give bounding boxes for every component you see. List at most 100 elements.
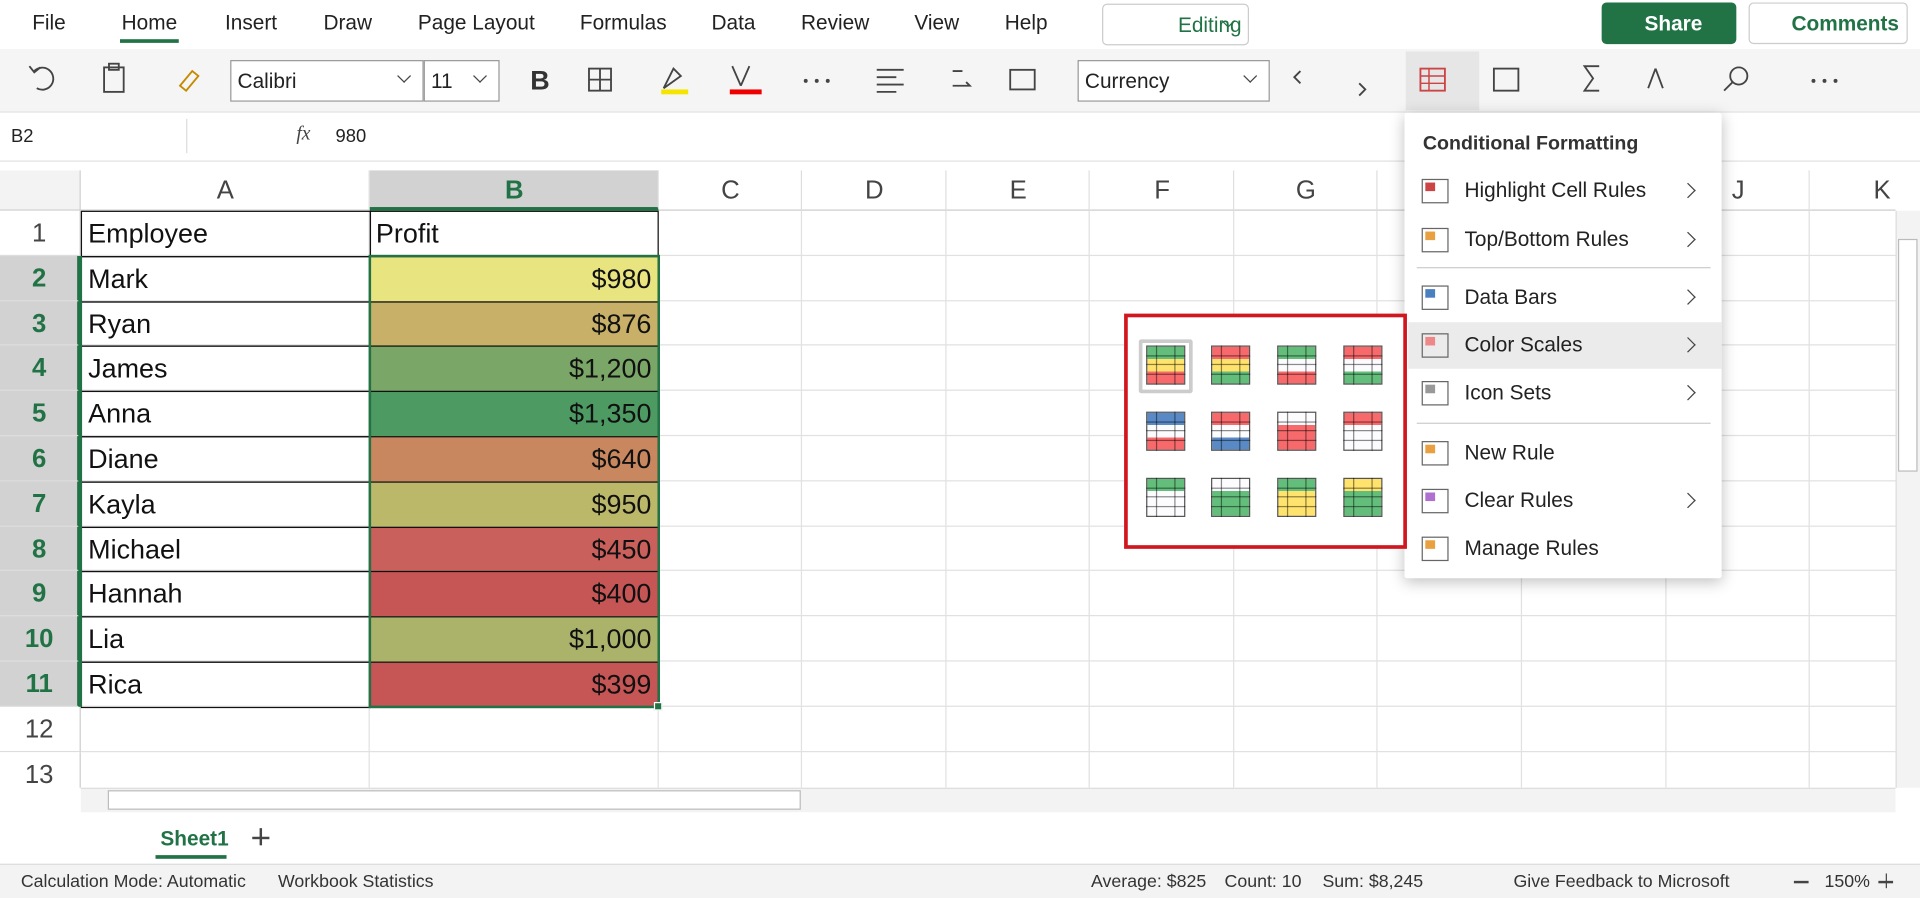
menu-item[interactable]: Top/Bottom Rules bbox=[1464, 227, 1629, 252]
menu-item[interactable]: Manage Rules bbox=[1464, 536, 1599, 560]
column-header bbox=[1089, 170, 1235, 211]
row-label: 13 bbox=[24, 760, 54, 788]
ribbon-tab[interactable]: View bbox=[914, 11, 960, 35]
comments-button[interactable] bbox=[1748, 2, 1908, 45]
cell-fill bbox=[369, 481, 659, 527]
color-scale-option[interactable] bbox=[1146, 477, 1186, 517]
ribbon-tab[interactable]: Draw bbox=[323, 11, 373, 35]
formula-text: 980 bbox=[335, 126, 367, 148]
ribbon-tab[interactable]: Formulas bbox=[579, 11, 667, 35]
row-label: 12 bbox=[24, 715, 54, 744]
grid-line bbox=[80, 479, 1896, 482]
zoom-minus bbox=[1793, 880, 1809, 883]
icon-line bbox=[1343, 505, 1383, 507]
number-format-box[interactable] bbox=[1077, 60, 1270, 102]
font-size-box-text: 11 bbox=[431, 69, 453, 94]
column-header bbox=[369, 170, 659, 211]
color-scale-option[interactable] bbox=[1211, 411, 1251, 451]
menu-separator bbox=[1416, 267, 1711, 269]
menu-item[interactable]: Data Bars bbox=[1464, 285, 1558, 309]
color-scale-option[interactable] bbox=[1277, 411, 1317, 451]
color-scale-option[interactable] bbox=[1211, 345, 1251, 385]
icon-line bbox=[1305, 345, 1307, 385]
ribbon-tab[interactable]: Page Layout bbox=[417, 11, 535, 35]
sheet-tab-underline bbox=[155, 855, 227, 859]
number-format-box-text: Currency bbox=[1084, 69, 1170, 94]
share-button[interactable] bbox=[1601, 2, 1737, 45]
color-scale-option[interactable] bbox=[1146, 411, 1186, 451]
column-header bbox=[80, 170, 370, 211]
cell-text: Michael bbox=[88, 533, 181, 565]
scroll-thumb bbox=[107, 790, 801, 810]
ribbon-tab[interactable]: Data bbox=[711, 11, 756, 35]
icon-line bbox=[1146, 430, 1186, 432]
grid-line bbox=[1808, 210, 1810, 788]
cell-fill bbox=[369, 255, 659, 301]
menu-icon bbox=[1421, 178, 1449, 204]
menu-icon bbox=[1421, 381, 1449, 406]
menu-item[interactable]: Clear Rules bbox=[1464, 488, 1574, 513]
grid-line bbox=[80, 389, 1896, 392]
comments-label: Comments bbox=[1791, 12, 1900, 36]
grid-line bbox=[945, 210, 947, 788]
icon-line bbox=[1220, 477, 1223, 517]
status-text: 150% bbox=[1824, 872, 1870, 892]
ribbon-tab[interactable]: Home bbox=[121, 11, 178, 35]
row-label: 1 bbox=[32, 219, 47, 248]
editing-label: Editing bbox=[1177, 13, 1242, 37]
icon-line bbox=[1239, 477, 1241, 517]
cell-text: Diane bbox=[88, 443, 159, 475]
cell-text: Employee bbox=[88, 218, 208, 249]
font-box[interactable] bbox=[230, 60, 424, 102]
cell-text: $950 bbox=[591, 488, 652, 520]
column-label: K bbox=[1873, 176, 1891, 205]
icon-line bbox=[1220, 411, 1223, 451]
column-label: F bbox=[1154, 176, 1170, 205]
cell-text: Hannah bbox=[88, 578, 183, 610]
row-header bbox=[0, 616, 81, 662]
menu-item[interactable]: Icon Sets bbox=[1464, 381, 1552, 405]
sheet-tab[interactable]: Sheet1 bbox=[160, 826, 229, 851]
selection bbox=[368, 254, 661, 708]
selected-scale bbox=[1138, 339, 1193, 394]
color-scale-option[interactable] bbox=[1211, 477, 1251, 517]
ribbon-tab[interactable]: Help bbox=[1004, 11, 1048, 35]
status-text: Sum: $8,245 bbox=[1322, 872, 1424, 892]
icon-line bbox=[1343, 439, 1383, 441]
icon-line bbox=[1371, 477, 1373, 517]
icon-line bbox=[1305, 477, 1307, 517]
font-size-box[interactable] bbox=[423, 60, 500, 102]
icon-line bbox=[1155, 411, 1158, 451]
icon-line bbox=[1277, 496, 1317, 498]
color-scale-option[interactable] bbox=[1146, 345, 1186, 385]
icon-line bbox=[1353, 411, 1355, 451]
row-header bbox=[0, 661, 81, 707]
icon-line bbox=[1343, 354, 1383, 357]
menu-icon bbox=[1421, 441, 1449, 466]
row-label: 9 bbox=[32, 579, 47, 609]
icon-line bbox=[1343, 373, 1383, 375]
column-label: J bbox=[1731, 176, 1745, 205]
menu-item[interactable]: Highlight Cell Rules bbox=[1464, 178, 1647, 203]
ribbon-tab[interactable]: File bbox=[32, 11, 66, 35]
color-scale-option[interactable] bbox=[1343, 477, 1383, 517]
row-header bbox=[0, 391, 81, 437]
color-scale-option[interactable] bbox=[1343, 345, 1383, 385]
icon-line bbox=[1343, 364, 1383, 366]
status-text: Count: 10 bbox=[1224, 872, 1302, 892]
grid-line bbox=[80, 525, 1896, 527]
menu-icon bbox=[1421, 227, 1449, 253]
editing-button[interactable] bbox=[1102, 3, 1249, 46]
color-scale-option[interactable] bbox=[1277, 345, 1317, 385]
menu-icon bbox=[1421, 536, 1449, 562]
color-scale-option[interactable] bbox=[1343, 411, 1383, 451]
icon-line bbox=[1146, 496, 1186, 498]
ribbon-tab[interactable]: Review bbox=[800, 11, 870, 35]
grid-line bbox=[80, 660, 1896, 662]
icon-line bbox=[1277, 420, 1317, 423]
menu-item[interactable]: New Rule bbox=[1464, 441, 1555, 465]
icon-line bbox=[1211, 373, 1251, 375]
ribbon-tab[interactable]: Insert bbox=[224, 11, 278, 35]
color-scale-option[interactable] bbox=[1277, 477, 1317, 517]
menu-item[interactable]: Color Scales bbox=[1464, 333, 1583, 357]
